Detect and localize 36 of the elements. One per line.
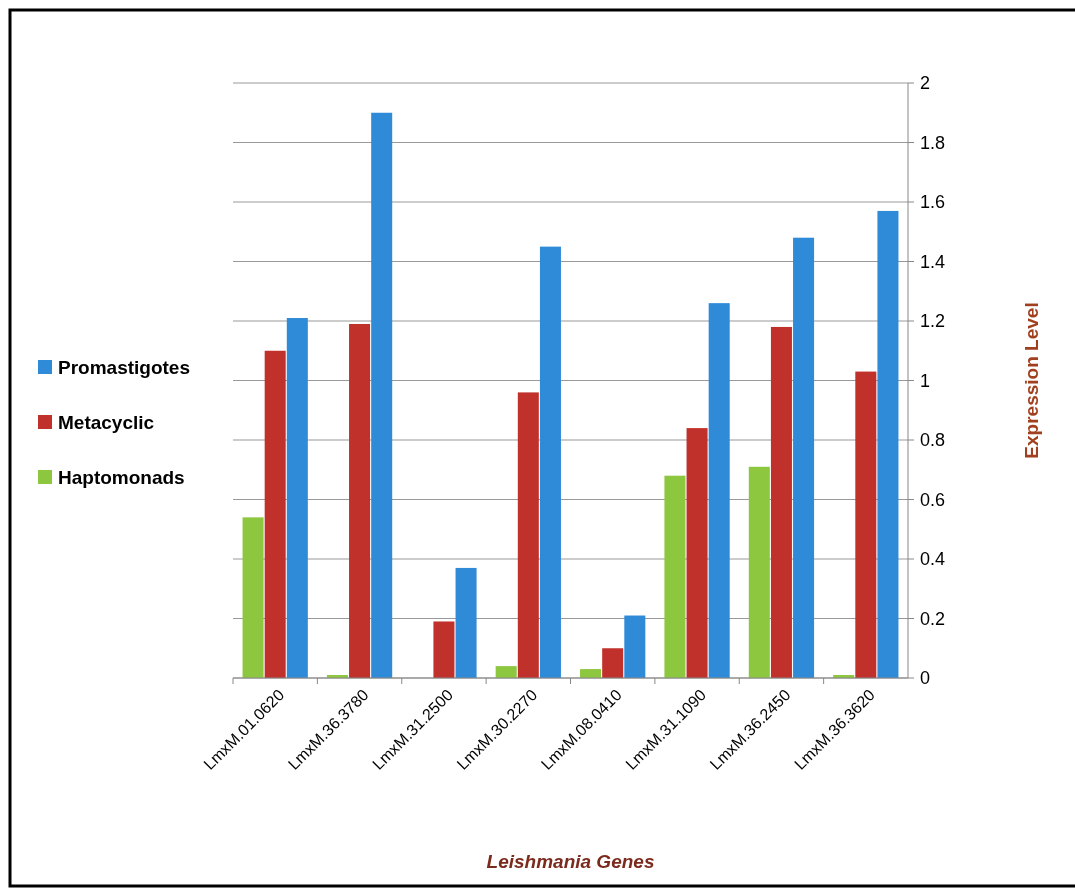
bar	[286, 318, 308, 678]
bar	[686, 428, 708, 678]
y-axis-title: Expression Level	[1021, 302, 1042, 459]
bar	[539, 246, 561, 678]
y-tick-label: 0.6	[920, 489, 946, 510]
bar	[349, 323, 371, 678]
y-tick-label: 1.4	[920, 251, 946, 272]
x-axis-title: Leishmania Genes	[486, 851, 655, 872]
y-tick-label: 0.2	[920, 608, 946, 629]
bar	[371, 112, 393, 678]
y-tick-label: 0	[920, 668, 931, 689]
bar	[455, 567, 477, 678]
y-tick-label: 0.4	[920, 549, 946, 570]
bar	[433, 621, 455, 678]
bar	[708, 303, 730, 678]
y-tick-label: 1.2	[920, 311, 946, 332]
legend-label: Metacyclic	[58, 411, 155, 433]
y-tick-label: 1.8	[920, 132, 946, 153]
bar	[624, 615, 646, 678]
legend-label: Promastigotes	[58, 356, 190, 378]
bar	[664, 475, 686, 678]
bar	[793, 237, 815, 678]
bar	[855, 371, 877, 678]
bar	[495, 666, 517, 678]
bar	[517, 392, 539, 678]
legend-label: Haptomonads	[58, 466, 185, 488]
bar	[748, 466, 770, 678]
y-tick-label: 2	[920, 73, 931, 94]
bar	[770, 326, 792, 678]
y-tick-label: 0.8	[920, 430, 946, 451]
bar	[242, 517, 264, 678]
bar	[877, 210, 899, 678]
bar	[264, 350, 286, 678]
y-tick-label: 1	[920, 370, 931, 391]
bar	[602, 648, 624, 678]
y-tick-label: 1.6	[920, 192, 946, 213]
